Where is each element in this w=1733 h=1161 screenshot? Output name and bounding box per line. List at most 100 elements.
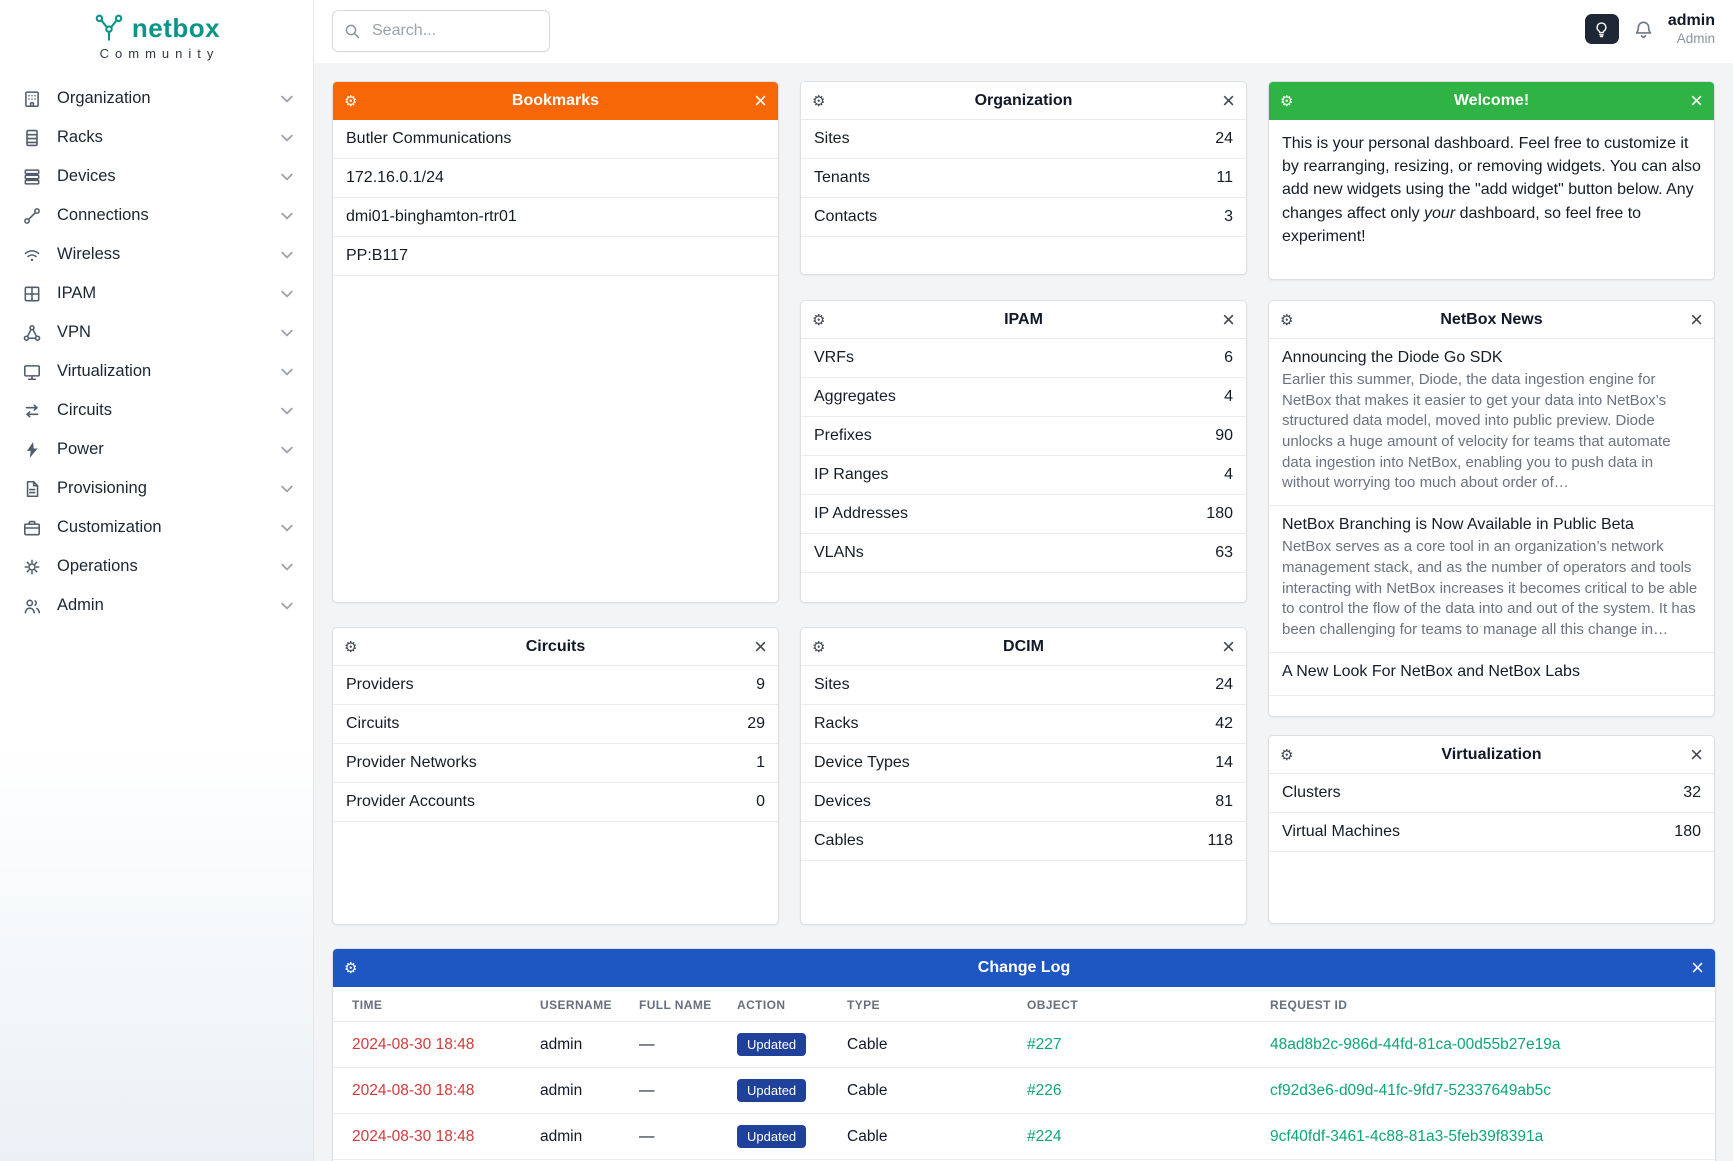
sidebar-item-organization[interactable]: Organization xyxy=(0,79,313,118)
bookmark-item[interactable]: 172.16.0.1/24 xyxy=(333,159,778,198)
stat-value-link[interactable]: 6 xyxy=(1224,349,1233,366)
changelog-object-link[interactable]: #224 xyxy=(1027,1127,1062,1145)
stat-label-link[interactable]: Virtual Machines xyxy=(1282,823,1400,840)
netbox-logo-icon xyxy=(93,12,125,44)
widget-config-icon[interactable]: ⚙ xyxy=(344,638,358,656)
changelog-time-link[interactable]: 2024-08-30 18:48 xyxy=(352,1081,475,1099)
stat-label-link[interactable]: VRFs xyxy=(814,349,854,366)
stat-value-link[interactable]: 4 xyxy=(1224,466,1233,483)
bookmark-item[interactable]: dmi01-binghamton-rtr01 xyxy=(333,198,778,237)
widget-close-icon[interactable]: × xyxy=(754,87,767,113)
stat-label-link[interactable]: Provider Networks xyxy=(346,754,477,771)
sidebar-item-label: Organization xyxy=(57,89,151,107)
stat-label-link[interactable]: Clusters xyxy=(1282,784,1341,801)
welcome-text-emphasis: your xyxy=(1424,204,1456,222)
stat-label-link[interactable]: Devices xyxy=(814,793,871,810)
notifications-bell-icon[interactable] xyxy=(1633,19,1654,40)
stat-label-link[interactable]: Circuits xyxy=(346,715,400,732)
stat-label-link[interactable]: IP Ranges xyxy=(814,466,889,483)
sidebar-item-ipam[interactable]: IPAM xyxy=(0,274,313,313)
stat-value-link[interactable]: 32 xyxy=(1683,784,1701,801)
stat-value-link[interactable]: 29 xyxy=(747,715,765,732)
bookmark-item[interactable]: PP:B117 xyxy=(333,237,778,276)
widget-config-icon[interactable]: ⚙ xyxy=(1280,746,1294,764)
stat-label-link[interactable]: Racks xyxy=(814,715,859,732)
widget-close-icon[interactable]: × xyxy=(1222,87,1235,113)
stat-label-link[interactable]: Tenants xyxy=(814,169,871,186)
sidebar-item-vpn[interactable]: VPN xyxy=(0,313,313,352)
stat-value-link[interactable]: 81 xyxy=(1215,793,1233,810)
widget-close-icon[interactable]: × xyxy=(754,633,767,659)
news-article-title[interactable]: A New Look For NetBox and NetBox Labs xyxy=(1282,662,1580,680)
stat-value-link[interactable]: 118 xyxy=(1207,832,1233,849)
stat-value-link[interactable]: 180 xyxy=(1206,505,1233,522)
stat-value-link[interactable]: 42 xyxy=(1215,715,1233,732)
sidebar-item-power[interactable]: Power xyxy=(0,430,313,469)
topbar: admin Admin xyxy=(313,0,1733,63)
widget-close-icon[interactable]: × xyxy=(1690,741,1703,767)
stat-label-link[interactable]: VLANs xyxy=(814,544,864,561)
brand[interactable]: netbox Community xyxy=(0,0,313,79)
changelog-object-link[interactable]: #227 xyxy=(1027,1035,1062,1053)
stat-value-link[interactable]: 14 xyxy=(1215,754,1233,771)
stat-value-link[interactable]: 90 xyxy=(1215,427,1233,444)
widget-config-icon[interactable]: ⚙ xyxy=(344,959,358,977)
sidebar-item-circuits[interactable]: Circuits xyxy=(0,391,313,430)
search-input[interactable] xyxy=(370,21,581,41)
stat-value-link[interactable]: 3 xyxy=(1224,208,1233,225)
changelog-object-link[interactable]: #226 xyxy=(1027,1081,1062,1099)
stat-label-link[interactable]: Aggregates xyxy=(814,388,896,405)
column-header-object: Object xyxy=(1027,987,1270,1022)
stat-label-link[interactable]: Providers xyxy=(346,676,414,693)
sidebar-item-devices[interactable]: Devices xyxy=(0,157,313,196)
changelog-request-link[interactable]: cf92d3e6-d09d-41fc-9fd7-52337649ab5c xyxy=(1270,1081,1551,1099)
stat-value-link[interactable]: 4 xyxy=(1224,388,1233,405)
theme-toggle-button[interactable] xyxy=(1584,14,1619,45)
sidebar-item-customization[interactable]: Customization xyxy=(0,508,313,547)
widget-close-icon[interactable]: × xyxy=(1691,954,1704,980)
changelog-time-link[interactable]: 2024-08-30 18:48 xyxy=(352,1035,475,1053)
stat-value-link[interactable]: 24 xyxy=(1215,130,1233,147)
sidebar-item-provisioning[interactable]: Provisioning xyxy=(0,469,313,508)
sidebar-item-connections[interactable]: Connections xyxy=(0,196,313,235)
news-article-title[interactable]: NetBox Branching is Now Available in Pub… xyxy=(1282,516,1634,534)
stat-label-link[interactable]: Cables xyxy=(814,832,864,849)
widget-config-icon[interactable]: ⚙ xyxy=(344,92,358,110)
widget-close-icon[interactable]: × xyxy=(1222,306,1235,332)
sidebar-nav: Organization Racks xyxy=(0,79,313,625)
sidebar-item-operations[interactable]: Operations xyxy=(0,547,313,586)
stat-label-link[interactable]: IP Addresses xyxy=(814,505,908,522)
stat-value-link[interactable]: 63 xyxy=(1215,544,1233,561)
stat-value-link[interactable]: 0 xyxy=(756,793,765,810)
sidebar-item-racks[interactable]: Racks xyxy=(0,118,313,157)
stat-label-link[interactable]: Prefixes xyxy=(814,427,872,444)
widget-config-icon[interactable]: ⚙ xyxy=(1280,92,1294,110)
widget-title: Virtualization xyxy=(1441,745,1542,763)
stat-value-link[interactable]: 9 xyxy=(756,676,765,693)
sidebar-item-virtualization[interactable]: Virtualization xyxy=(0,352,313,391)
changelog-request-link[interactable]: 9cf40fdf-3461-4c88-81a3-5feb39f8391a xyxy=(1270,1127,1544,1145)
widget-config-icon[interactable]: ⚙ xyxy=(1280,311,1294,329)
widget-config-icon[interactable]: ⚙ xyxy=(812,311,826,329)
stat-label-link[interactable]: Sites xyxy=(814,130,850,147)
stat-label-link[interactable]: Contacts xyxy=(814,208,878,225)
bookmark-item[interactable]: Butler Communications xyxy=(333,120,778,159)
widget-config-icon[interactable]: ⚙ xyxy=(812,638,826,656)
widget-close-icon[interactable]: × xyxy=(1222,633,1235,659)
stat-value-link[interactable]: 180 xyxy=(1674,823,1701,840)
stat-value-link[interactable]: 24 xyxy=(1215,676,1233,693)
widget-close-icon[interactable]: × xyxy=(1690,87,1703,113)
changelog-request-link[interactable]: 48ad8b2c-986d-44fd-81ca-00d55b27e19a xyxy=(1270,1035,1561,1053)
widget-close-icon[interactable]: × xyxy=(1690,306,1703,332)
news-article-title[interactable]: Announcing the Diode Go SDK xyxy=(1282,349,1503,366)
widget-config-icon[interactable]: ⚙ xyxy=(812,92,826,110)
stat-label-link[interactable]: Device Types xyxy=(814,754,910,771)
sidebar-item-admin[interactable]: Admin xyxy=(0,586,313,625)
stat-value-link[interactable]: 1 xyxy=(756,754,765,771)
user-info[interactable]: admin Admin xyxy=(1668,12,1715,47)
stat-label-link[interactable]: Sites xyxy=(814,676,850,693)
sidebar-item-wireless[interactable]: Wireless xyxy=(0,235,313,274)
stat-label-link[interactable]: Provider Accounts xyxy=(346,793,475,810)
stat-value-link[interactable]: 11 xyxy=(1216,169,1233,186)
changelog-time-link[interactable]: 2024-08-30 18:48 xyxy=(352,1127,475,1145)
